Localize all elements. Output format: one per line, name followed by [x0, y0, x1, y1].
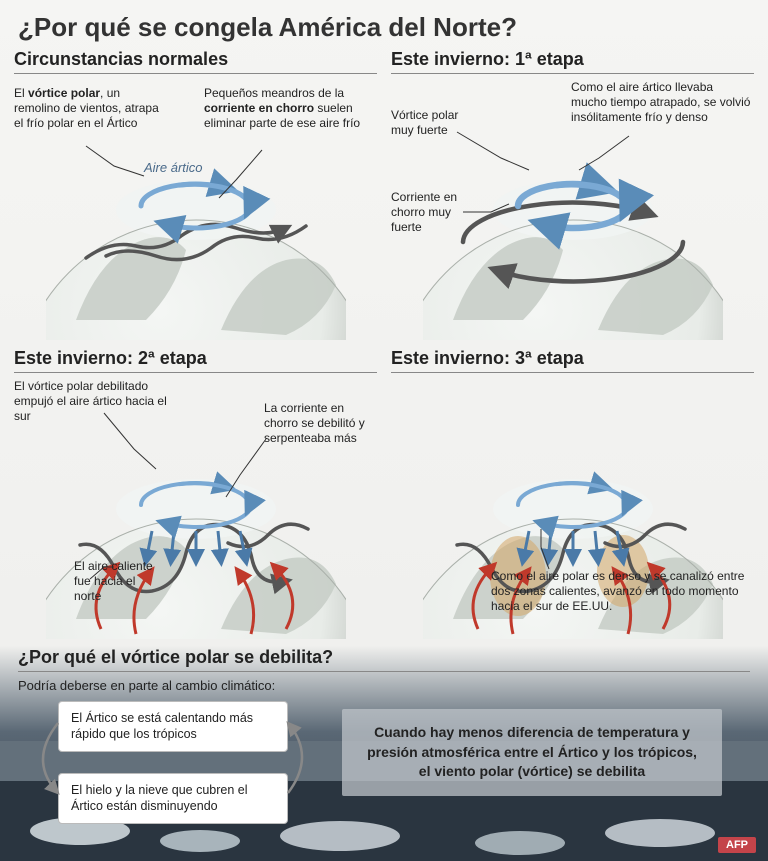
annotation: Vórtice polar muy fuerte: [391, 108, 461, 138]
panel-body: El vórtice polar debilitado empujó el ai…: [14, 379, 377, 639]
annotation: El aire caliente fue hacia el norte: [74, 559, 164, 604]
annotation: Como el aire polar es denso y se canaliz…: [491, 569, 751, 614]
panels-grid: Circunstancias normales: [0, 49, 768, 639]
panel-title: Circunstancias normales: [14, 49, 377, 74]
panel: Este invierno: 3ª etapa: [391, 348, 754, 639]
globe-diagram: [46, 120, 346, 340]
credit-badge: AFP: [718, 837, 756, 853]
bottom-section: ¿Por qué el vórtice polar se debilita? P…: [0, 639, 768, 831]
panel-body: Como el aire polar es denso y se canaliz…: [391, 379, 754, 639]
annotation: Como el aire ártico llevaba mucho tiempo…: [571, 80, 751, 125]
panel-body: Vórtice polar muy fuerte Como el aire árt…: [391, 80, 754, 340]
center-label: Aire ártico: [144, 160, 203, 175]
annotation: El vórtice polar, un remolino de vientos…: [14, 86, 164, 131]
main-title: ¿Por qué se congela América del Norte?: [0, 0, 768, 49]
cycle-arrows-icon: [18, 701, 318, 831]
annotation: Pequeños meandros de la corriente en cho…: [204, 86, 374, 131]
annotation: El vórtice polar debilitado empujó el ai…: [14, 379, 174, 424]
panel-title: Este invierno: 2ª etapa: [14, 348, 377, 373]
cycle-diagram: El Ártico se está calentando más rápido …: [18, 701, 318, 831]
annotation: Corriente en chorro muy fuerte: [391, 190, 471, 235]
panel: Este invierno: 1ª etapa: [391, 49, 754, 340]
panel-body: El vórtice polar, un remolino de vientos…: [14, 80, 377, 340]
panel-title: Este invierno: 1ª etapa: [391, 49, 754, 74]
panel-title: Este invierno: 3ª etapa: [391, 348, 754, 373]
globe-diagram: [46, 419, 346, 639]
bottom-title: ¿Por qué el vórtice polar se debilita?: [18, 647, 750, 672]
conclusion-box: Cuando hay menos diferencia de temperatu…: [342, 709, 722, 796]
annotation: La corriente en chorro se debilitó y ser…: [264, 401, 374, 446]
panel: Circunstancias normales: [14, 49, 377, 340]
bottom-subtitle: Podría deberse en parte al cambio climát…: [18, 678, 750, 693]
panel: Este invierno: 2ª etapa: [14, 348, 377, 639]
